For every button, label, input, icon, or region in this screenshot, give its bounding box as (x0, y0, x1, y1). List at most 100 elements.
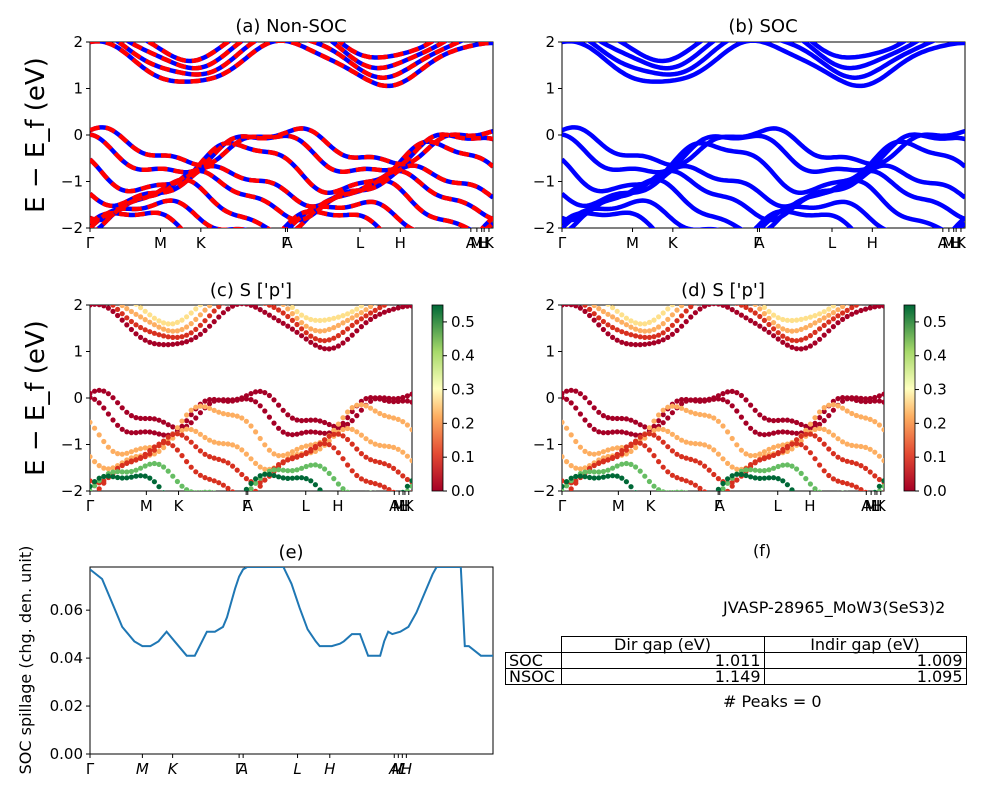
scatter-point (775, 336, 781, 342)
scatter-point (757, 468, 763, 474)
scatter-point (562, 390, 565, 396)
scatter-point (835, 300, 840, 305)
scatter-point (610, 429, 616, 435)
scatter-point (789, 337, 795, 343)
scatter-point (128, 459, 134, 465)
colorbar-tick-label: 0.1 (451, 448, 475, 466)
scatter-point (400, 275, 405, 280)
scatter-point (660, 412, 666, 418)
scatter-point (863, 415, 869, 421)
scatter-point (761, 456, 768, 462)
scatter-point (174, 341, 180, 347)
scatter-point (830, 316, 837, 322)
scatter-point (110, 448, 116, 454)
scatter-point (253, 399, 259, 405)
scatter-point (212, 507, 217, 512)
scatter-point (405, 276, 410, 281)
x-tick-label: L (356, 234, 365, 252)
scatter-point (110, 417, 116, 423)
scatter-point (142, 415, 148, 422)
scatter-point (784, 327, 791, 334)
scatter-point (230, 489, 236, 491)
scatter-point (197, 322, 203, 328)
scatter-point (674, 327, 680, 334)
scatter-point (610, 473, 616, 479)
scatter-point (382, 283, 387, 288)
scatter-point (812, 420, 818, 426)
scatter-point (322, 419, 328, 426)
scatter-point (372, 307, 378, 313)
scatter-point (184, 339, 190, 345)
scatter-point (821, 332, 827, 338)
scatter-point (789, 328, 795, 334)
scatter-point (294, 454, 300, 460)
scatter-point (115, 474, 121, 481)
x-tick-label: M (140, 497, 153, 515)
x-tick-label: H (950, 234, 961, 252)
scatter-point (734, 390, 740, 396)
scatter-point (340, 456, 346, 462)
scatter-point (165, 440, 171, 446)
scatter-point (294, 321, 300, 328)
band-line (616, 42, 908, 64)
scatter-point (179, 326, 185, 333)
scatter-point (835, 436, 841, 442)
scatter-point (605, 322, 611, 328)
scatter-point (702, 463, 708, 469)
scatter-point (327, 499, 332, 504)
scatter-point (271, 467, 277, 473)
plot-frame (89, 566, 494, 755)
scatter-point (179, 334, 185, 340)
scatter-point (239, 305, 244, 307)
scatter-point (105, 391, 111, 397)
scatter-point (170, 431, 176, 438)
colorbar (431, 304, 444, 492)
scatter-point (363, 403, 369, 409)
scatter-point (161, 464, 167, 470)
scatter-point (628, 484, 634, 490)
scatter-point (784, 342, 791, 348)
scatter-point (775, 443, 781, 449)
scatter-point (165, 434, 171, 440)
scatter-point (358, 316, 364, 322)
x-tick-label: A (282, 234, 293, 252)
scatter-point (211, 455, 217, 461)
colorbar-tick-label: 0.4 (451, 347, 475, 365)
scatter-point (358, 402, 364, 408)
scatter-point (368, 398, 374, 404)
scatter-point (582, 288, 587, 293)
scatter-point (138, 465, 144, 471)
scatter-point (812, 340, 818, 346)
scatter-point (683, 455, 689, 461)
scatter-point (817, 415, 823, 421)
x-tick-label: H (395, 234, 406, 252)
scatter-point (110, 469, 116, 475)
scatter-point (299, 465, 305, 471)
scatter-point (757, 457, 763, 463)
scatter-point (216, 409, 222, 415)
scatter-point (184, 459, 190, 465)
scatter-point (679, 323, 685, 329)
scatter-point (674, 475, 680, 481)
scatter-point (771, 333, 777, 339)
scatter-point (299, 320, 305, 326)
scatter-point (845, 490, 849, 491)
scatter-point (184, 435, 190, 441)
scatter-point (110, 296, 115, 301)
scatter-point (562, 478, 565, 484)
y-tick-label: 0 (73, 389, 83, 407)
scatter-point (656, 324, 662, 330)
scatter-point (660, 337, 666, 343)
scatter-point (688, 456, 694, 462)
x-tick-label: L (302, 497, 311, 515)
x-tick-label: M (154, 234, 167, 252)
scatter-point (780, 339, 786, 345)
scatter-point (207, 437, 213, 443)
scatter-point (202, 404, 208, 410)
scatter-point (780, 316, 786, 323)
scatter-point (110, 465, 116, 471)
scatter-point (573, 438, 579, 445)
scatter-point (216, 507, 221, 512)
